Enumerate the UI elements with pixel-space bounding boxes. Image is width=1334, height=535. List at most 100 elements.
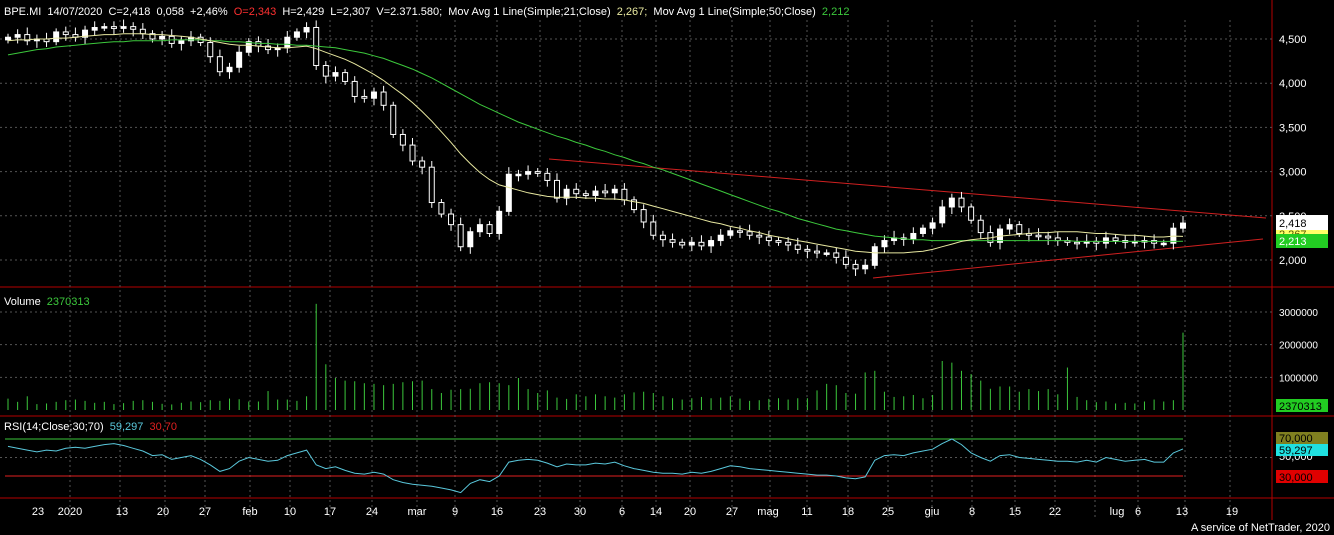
- candle-body: [727, 230, 734, 236]
- candlesticks: [5, 19, 1186, 276]
- x-tick-label: 30: [574, 506, 586, 518]
- candle-body: [659, 234, 666, 241]
- x-tick-label: 16: [491, 506, 503, 518]
- rsi-value-badge: [1276, 444, 1328, 456]
- candle-body: [553, 179, 560, 199]
- x-tick-label: lug: [1110, 506, 1125, 518]
- x-tick-label: 13: [1176, 506, 1188, 518]
- volume-badge: 2370313: [1276, 399, 1328, 413]
- candle-body: [563, 188, 570, 199]
- volume-y-tick: 3000000: [1279, 308, 1318, 319]
- price-y-tick: 2,000: [1279, 255, 1307, 267]
- header-change-pct: +2,46%: [190, 6, 228, 18]
- rsi-line: [7, 438, 1184, 494]
- x-tick-label: 18: [842, 506, 854, 518]
- candle-body: [293, 31, 300, 38]
- candle-body: [968, 206, 975, 221]
- candle-body: [746, 231, 753, 236]
- candle-body: [842, 256, 849, 265]
- x-tick-label: 17: [324, 506, 336, 518]
- candle-body: [910, 232, 917, 240]
- x-tick-label: giu: [925, 506, 940, 518]
- candle-body: [717, 234, 724, 242]
- candle-body: [814, 250, 821, 254]
- candle-body: [419, 160, 426, 168]
- header-ma21-label: Mov Avg 1 Line(Simple;21;Close): [448, 6, 610, 18]
- support-trendline: [872, 238, 1264, 279]
- candle-body: [486, 224, 493, 234]
- x-tick-label: 8: [969, 506, 975, 518]
- candle-body: [736, 230, 743, 233]
- candle-body: [881, 240, 888, 248]
- rsi-header: RSI(14;Close;30;70) 59,297 30,70: [4, 421, 177, 433]
- footer-credit: A service of NetTrader, 2020: [1191, 522, 1330, 534]
- candle-body: [1180, 222, 1186, 229]
- candle-body: [708, 240, 715, 247]
- candle-body: [245, 41, 252, 53]
- x-tick-label: 6: [619, 506, 625, 518]
- candle-body: [226, 66, 233, 73]
- candle-body: [390, 104, 397, 135]
- rsi-lower-badge-text: 30,000: [1279, 472, 1313, 484]
- candle-body: [1102, 237, 1109, 244]
- x-tick-label: 19: [1226, 506, 1238, 518]
- last-price-badge-text: 2,418: [1279, 218, 1307, 230]
- candle-body: [409, 144, 416, 162]
- volume-header: Volume 2370313: [4, 296, 90, 308]
- volume-y-tick: 2000000: [1279, 341, 1318, 352]
- rsi-value-badge-text: 59,297: [1279, 445, 1313, 457]
- candle-body: [679, 241, 686, 246]
- header-ma50-value: 2,212: [822, 6, 850, 18]
- y-axis-ticks: 2,0002,5003,0003,5004,0004,5001000000200…: [1279, 34, 1318, 384]
- panel-frames: [0, 0, 1334, 520]
- candle-body: [14, 34, 21, 38]
- x-tick-label: 13: [116, 506, 128, 518]
- price-y-tick: 4,500: [1279, 34, 1307, 46]
- rsi-value: 59,297: [110, 421, 144, 433]
- candle-body: [785, 241, 792, 246]
- candle-body: [958, 197, 965, 208]
- x-tick-label: 2020: [58, 506, 82, 518]
- header-high: H=2,429: [282, 6, 324, 18]
- candle-body: [370, 91, 377, 99]
- x-tick-label: 27: [726, 506, 738, 518]
- candle-body: [178, 40, 185, 44]
- x-tick-label: 23: [534, 506, 546, 518]
- header-ma21-value: 2,267;: [617, 6, 648, 18]
- candle-body: [862, 264, 869, 270]
- x-tick-label: feb: [242, 506, 257, 518]
- candle-body: [448, 213, 455, 226]
- price-y-tick: 4,000: [1279, 78, 1307, 90]
- x-tick-label: 15: [1009, 506, 1021, 518]
- candle-body: [650, 221, 657, 236]
- ma50-line: [7, 39, 1184, 242]
- candle-body: [332, 72, 339, 77]
- x-tick-label: 6: [1135, 506, 1141, 518]
- price-badges: 2,418 2,267 2,213: [1276, 215, 1328, 248]
- moving-averages: [7, 33, 1184, 254]
- candle-body: [544, 172, 551, 181]
- candle-body: [775, 240, 782, 243]
- candle-body: [207, 42, 214, 58]
- volume-value: 2370313: [47, 296, 90, 308]
- rsi-badges: 70,000 50,000 59,297 30,000: [1276, 432, 1328, 484]
- candle-body: [871, 246, 878, 266]
- rsi-panel-plot: [5, 438, 1184, 494]
- rsi-upper-badge-text: 70,000: [1279, 433, 1313, 445]
- candle-body: [573, 188, 580, 195]
- candle-body: [765, 236, 772, 242]
- x-tick-label: 25: [882, 506, 894, 518]
- candle-body: [216, 56, 223, 73]
- candle-body: [265, 45, 272, 51]
- rsi-levels: 30,70: [149, 421, 177, 433]
- price-y-tick: 3,500: [1279, 122, 1307, 134]
- candle-body: [534, 171, 541, 174]
- candle-body: [794, 244, 801, 250]
- candle-body: [1045, 235, 1052, 239]
- rsi-lower-badge: [1276, 470, 1328, 483]
- candle-body: [361, 95, 368, 99]
- resistance-trendline: [548, 158, 1267, 219]
- candle-body: [977, 219, 984, 234]
- ma21-badge: [1276, 230, 1328, 234]
